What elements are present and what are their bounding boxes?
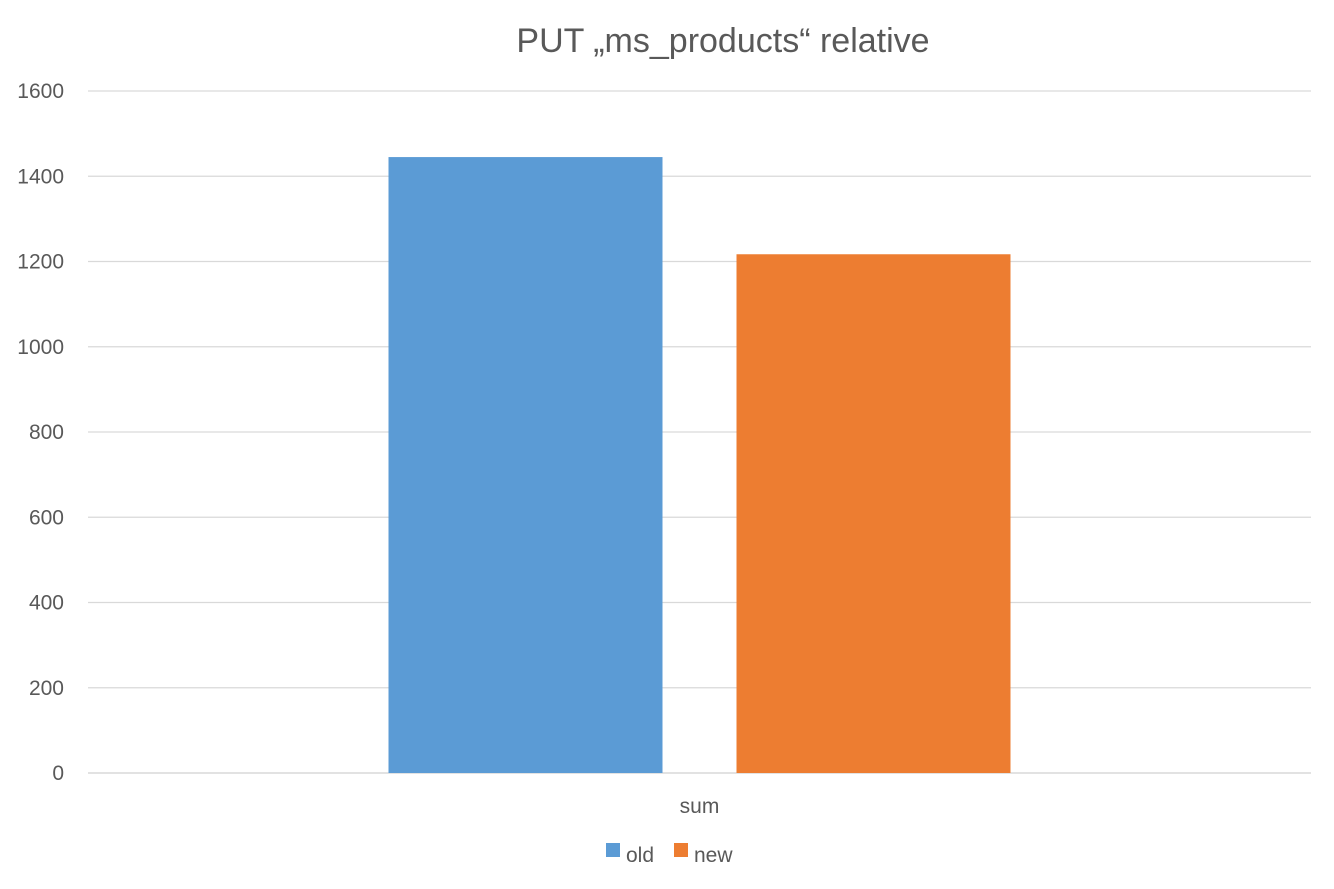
bars — [388, 157, 1011, 774]
y-tick-label: 800 — [29, 421, 64, 444]
legend-label-new: new — [694, 844, 733, 867]
legend-swatch-new — [674, 843, 688, 857]
chart-title: PUT „ms_products“ relative — [516, 22, 929, 60]
x-axis-tick-labels: sum — [680, 795, 720, 818]
y-tick-label: 1400 — [17, 165, 64, 188]
gridlines — [88, 90, 1311, 774]
y-tick-label: 400 — [29, 592, 64, 615]
y-tick-label: 0 — [52, 762, 64, 785]
x-tick-label: sum — [680, 795, 720, 818]
y-tick-label: 1200 — [17, 251, 64, 274]
legend-label-old: old — [626, 844, 654, 867]
legend-swatch-old — [606, 843, 620, 857]
y-tick-label: 200 — [29, 677, 64, 700]
y-tick-label: 600 — [29, 506, 64, 529]
legend: old new — [606, 843, 733, 867]
y-tick-label: 1000 — [17, 336, 64, 359]
y-axis-tick-labels: 0 200 400 600 800 1000 1200 1400 1600 — [17, 80, 64, 785]
y-tick-label: 1600 — [17, 80, 64, 103]
bar-new-sum — [736, 254, 1011, 773]
bar-old-sum — [388, 157, 663, 774]
